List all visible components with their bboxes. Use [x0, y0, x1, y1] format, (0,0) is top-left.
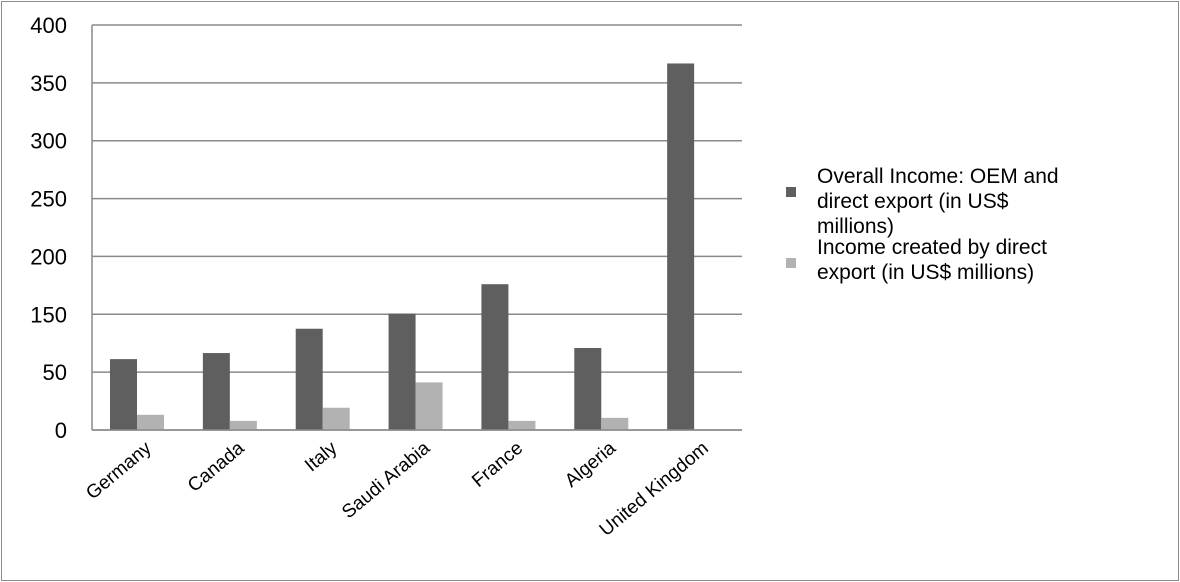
x-tick-label: Germany — [82, 437, 156, 504]
legend-swatch — [786, 187, 796, 197]
y-tick-label: 400 — [30, 13, 67, 38]
y-tick-labels: 0 50 150 200 250 300 350 400 — [30, 13, 67, 443]
bar-overall-income — [110, 359, 137, 430]
x-tick-label: Algeria — [561, 437, 620, 491]
bar-overall-income — [481, 284, 509, 430]
bar-overall-income — [202, 353, 230, 430]
bars — [110, 63, 695, 430]
bar-direct-export — [508, 420, 536, 430]
x-tick-label: Saudi Arabia — [338, 437, 434, 523]
y-tick-label: 350 — [30, 71, 67, 96]
bar-overall-income — [388, 313, 416, 430]
bar-overall-income — [667, 63, 695, 430]
bar-direct-export — [229, 420, 257, 430]
legend-label: Overall Income: OEM and direct export (in… — [817, 165, 1059, 238]
x-tick-label: France — [468, 438, 527, 492]
bar-direct-export — [601, 417, 629, 430]
y-tick-label: 150 — [30, 302, 67, 327]
bar-direct-export — [137, 414, 164, 430]
y-tick-label: 50 — [43, 360, 67, 385]
y-tick-label: 200 — [30, 244, 67, 269]
bar-direct-export — [322, 407, 350, 430]
legend-label: Income created by direct export (in US$ m… — [817, 236, 1047, 284]
x-tick-label: Italy — [301, 437, 342, 476]
bar-direct-export — [415, 382, 443, 430]
axes — [91, 25, 742, 431]
y-tick-label: 0 — [55, 418, 67, 443]
y-tick-label: 250 — [30, 187, 67, 212]
y-tick-label: 300 — [30, 129, 67, 154]
x-tick-label: Canada — [184, 437, 249, 496]
legend-swatch — [786, 258, 796, 268]
legend: Overall Income: OEM and direct export (in… — [786, 165, 1059, 284]
bar-overall-income — [574, 347, 602, 430]
bar-overall-income — [295, 328, 323, 430]
gridlines — [92, 24, 742, 431]
